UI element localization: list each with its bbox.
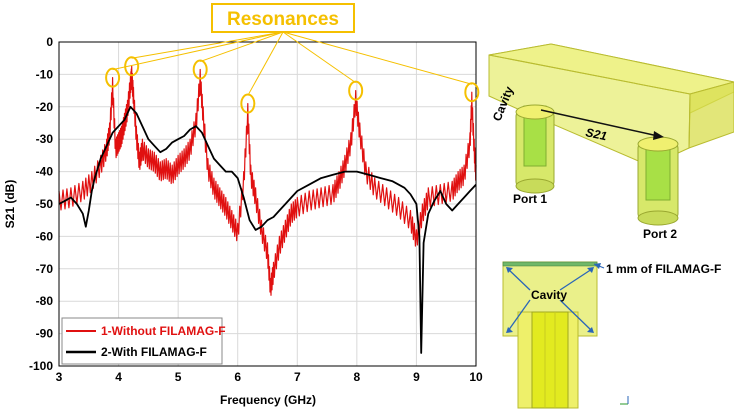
legend-label-with: 2-With FILAMAG-F <box>101 345 207 359</box>
y-tick-label: -50 <box>36 197 54 211</box>
x-tick-label: 9 <box>413 370 420 384</box>
chart-ticks: 3 4 5 6 7 8 9 10 0 -10 -20 -30 -40 -50 -60 -70 -80 -90 -10… <box>29 35 483 384</box>
resonance-marker <box>348 80 364 101</box>
y-axis-label: S21 (dB) <box>3 180 17 229</box>
resonance-leader-line <box>131 31 284 59</box>
resonances-title: Resonances <box>227 9 339 30</box>
resonance-leader-line <box>282 31 356 84</box>
legend-label-without: 1-Without FILAMAG-F <box>101 324 226 338</box>
x-tick-label: 5 <box>175 370 182 384</box>
y-tick-label: -90 <box>36 327 54 341</box>
y-tick-label: -60 <box>36 229 54 243</box>
s21-label: S21 <box>584 125 608 143</box>
y-tick-label: -10 <box>36 67 54 81</box>
resonances-annotation: Resonances <box>105 3 480 114</box>
x-tick-label: 4 <box>115 370 122 384</box>
x-tick-label: 3 <box>56 370 63 384</box>
y-tick-label: -40 <box>36 165 54 179</box>
chart-grid <box>58 41 477 367</box>
chart-legend: 1-Without FILAMAG-F 2-With FILAMAG-F <box>61 317 226 365</box>
y-tick-label: -20 <box>36 100 54 114</box>
resonance-marker <box>240 93 256 114</box>
section-field-arrows <box>507 268 593 332</box>
x-tick-label: 7 <box>294 370 301 384</box>
port1-label: Port 1 <box>513 192 547 206</box>
series-line-with-filamag <box>58 105 477 354</box>
cavity-3d-diagram: Cavity S21 Port 1 Port 2 <box>488 43 734 241</box>
y-tick-label: -70 <box>36 262 54 276</box>
chart-frame <box>58 41 477 367</box>
resonance-leader-line <box>200 31 284 63</box>
y-tick-label: -30 <box>36 132 54 146</box>
resonance-leader-line <box>112 31 284 71</box>
port1-cylinder <box>515 104 555 194</box>
s21-chart: 3 4 5 6 7 8 9 10 0 -10 -20 -30 -40 -50 -60 -70 -80 -90 -10… <box>3 3 483 407</box>
legend-box <box>61 317 223 365</box>
filamag-layer-label: 1 mm of FILAMAG-F <box>606 262 721 276</box>
section-cavity-label: Cavity <box>531 288 567 302</box>
y-tick-label: -80 <box>36 294 54 308</box>
resonance-marker <box>124 56 140 77</box>
port2-cylinder <box>637 136 679 226</box>
section-port-inner <box>531 311 569 409</box>
resonance-marker <box>192 59 208 80</box>
x-tick-label: 6 <box>234 370 241 384</box>
chart-series <box>58 65 477 354</box>
s21-arrow <box>540 109 664 140</box>
port2-label: Port 2 <box>643 227 677 241</box>
resonances-title-box <box>211 3 355 33</box>
section-arrow-heads <box>506 267 594 333</box>
x-axis-label: Frequency (GHz) <box>220 393 316 407</box>
x-tick-label: 8 <box>354 370 361 384</box>
y-tick-label: 0 <box>46 35 53 49</box>
x-tick-label: 10 <box>469 370 483 384</box>
cavity-cross-section: Cavity 1 mm of FILAMAG-F <box>502 261 721 409</box>
resonance-leader-line <box>282 31 472 85</box>
resonance-marker <box>464 82 480 103</box>
resonance-marker <box>105 67 121 88</box>
resonance-leader-line <box>247 31 284 96</box>
series-line-without-filamag <box>58 65 477 296</box>
plot-frame <box>58 41 477 367</box>
y-tick-label: -100 <box>29 359 53 373</box>
filamag-layer <box>502 261 598 267</box>
